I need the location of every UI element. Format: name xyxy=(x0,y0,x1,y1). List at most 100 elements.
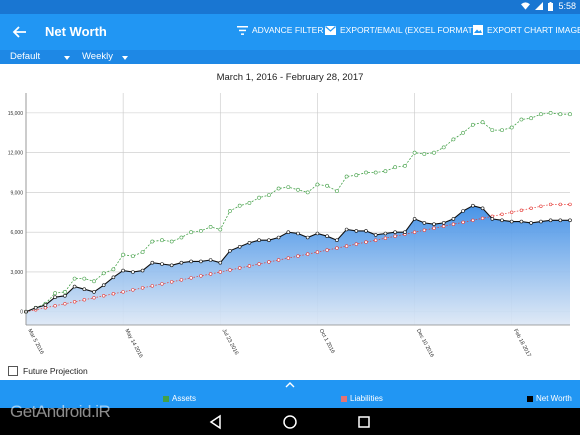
liabilities-point xyxy=(325,248,329,252)
back-arrow-icon[interactable] xyxy=(10,22,30,42)
assets-point xyxy=(208,224,213,229)
liabilities-series-line xyxy=(25,204,570,313)
y-tick-label: 15,000 xyxy=(8,111,24,117)
liabilities-point xyxy=(451,222,456,226)
nav-recents-icon[interactable] xyxy=(356,414,372,430)
net-worth-point xyxy=(63,294,67,298)
net-worth-chart[interactable]: 0 3,000 6,000 9,000 12,000 15,000 Mar 5 2016 Ma… xyxy=(0,64,580,362)
net-worth-point xyxy=(403,230,407,234)
assets-point xyxy=(432,150,436,155)
net-worth-point xyxy=(276,235,281,240)
net-worth-point xyxy=(393,230,397,234)
assets-point xyxy=(305,190,310,195)
net-worth-point xyxy=(228,249,232,253)
assets-point xyxy=(63,289,67,294)
assets-point xyxy=(218,227,223,232)
assets-point xyxy=(441,145,446,150)
period-value: Weekly xyxy=(82,51,113,62)
chevron-up-icon[interactable] xyxy=(284,381,296,389)
net-worth-point xyxy=(199,259,203,264)
liabilities-point xyxy=(189,276,193,280)
assets-point xyxy=(130,254,135,259)
liabilities-point xyxy=(383,236,388,240)
period-dropdown[interactable]: Weekly xyxy=(82,51,132,62)
assets-point xyxy=(529,116,534,121)
status-bar: 5:58 xyxy=(0,0,580,14)
net-worth-point xyxy=(286,230,291,234)
liabilities-point xyxy=(82,298,87,302)
liabilities-point xyxy=(354,242,358,246)
assets-point xyxy=(344,174,349,179)
advance-filter-button[interactable]: ADVANCE FILTER xyxy=(237,25,323,35)
assets-point xyxy=(296,187,300,192)
chart-title: March 1, 2016 - February 28, 2017 xyxy=(216,72,364,83)
nav-home-icon[interactable] xyxy=(282,414,298,430)
assets-point xyxy=(237,203,242,208)
net-worth-point xyxy=(72,284,77,289)
legend-swatch-net-worth xyxy=(527,395,533,402)
net-worth-point xyxy=(150,260,155,265)
chart-canvas: 0 3,000 6,000 9,000 12,000 15,000 Mar 5 2016 Ma… xyxy=(8,93,572,359)
assets-point xyxy=(169,239,174,244)
export-email-button[interactable]: EXPORT/EMAIL (EXCEL FORMAT) xyxy=(325,25,476,35)
filter-icon xyxy=(237,25,248,35)
liabilities-point xyxy=(510,210,514,215)
liabilities-point xyxy=(529,206,533,211)
liabilities-point xyxy=(276,258,281,262)
assets-point xyxy=(72,276,77,281)
liabilities-point xyxy=(306,252,310,256)
liabilities-point xyxy=(267,260,271,264)
net-worth-point xyxy=(101,283,106,287)
liabilities-point xyxy=(53,304,57,308)
assets-point xyxy=(247,201,252,205)
legend-label-net-worth: Net Worth xyxy=(536,394,572,403)
net-worth-point xyxy=(335,238,339,242)
nav-back-icon[interactable] xyxy=(208,414,224,430)
liabilities-point xyxy=(111,292,116,296)
assets-point xyxy=(228,209,232,213)
net-worth-point xyxy=(519,219,524,224)
assets-point xyxy=(539,112,543,117)
net-worth-point xyxy=(461,209,465,213)
legend-item-liabilities: Liabilities xyxy=(341,394,383,403)
future-projection-checkbox[interactable] xyxy=(8,366,18,376)
net-worth-point xyxy=(247,241,252,245)
assets-point xyxy=(383,169,388,174)
net-worth-point xyxy=(500,218,504,223)
liabilities-point xyxy=(539,204,543,209)
assets-point xyxy=(276,186,281,191)
export-email-label: EXPORT/EMAIL (EXCEL FORMAT) xyxy=(340,25,476,35)
liabilities-point xyxy=(218,270,223,274)
assets-point xyxy=(451,137,456,142)
net-worth-point xyxy=(373,233,378,237)
net-worth-point xyxy=(490,217,495,221)
liabilities-point xyxy=(374,238,378,242)
assets-point xyxy=(461,130,466,135)
future-projection-toggle[interactable]: Future Projection xyxy=(8,366,88,376)
net-worth-point xyxy=(208,258,213,262)
liabilities-point xyxy=(286,256,290,260)
net-worth-point xyxy=(305,235,310,240)
assets-point xyxy=(150,239,155,244)
assets-point xyxy=(140,250,145,255)
assets-point xyxy=(121,252,126,257)
account-group-dropdown[interactable]: Default xyxy=(10,51,72,62)
liabilities-point xyxy=(296,254,300,258)
export-chart-image-button[interactable]: EXPORT CHART IMAGE xyxy=(473,25,580,35)
liabilities-point xyxy=(199,274,203,278)
assets-point xyxy=(198,228,203,233)
battery-icon xyxy=(548,1,554,11)
liabilities-point xyxy=(72,300,77,304)
legend-swatch-liabilities xyxy=(341,395,347,402)
chevron-down-icon xyxy=(122,56,128,60)
x-tick-label: Oct 1 2016 xyxy=(318,328,336,355)
assets-point xyxy=(334,189,339,194)
net-worth-point xyxy=(383,231,388,236)
liabilities-point xyxy=(471,218,475,223)
liabilities-point xyxy=(548,202,553,207)
y-tick-label: 3,000 xyxy=(10,270,23,276)
liabilities-point xyxy=(121,290,125,294)
liabilities-point xyxy=(422,228,426,232)
net-worth-point xyxy=(548,218,553,223)
net-worth-point xyxy=(364,229,368,233)
